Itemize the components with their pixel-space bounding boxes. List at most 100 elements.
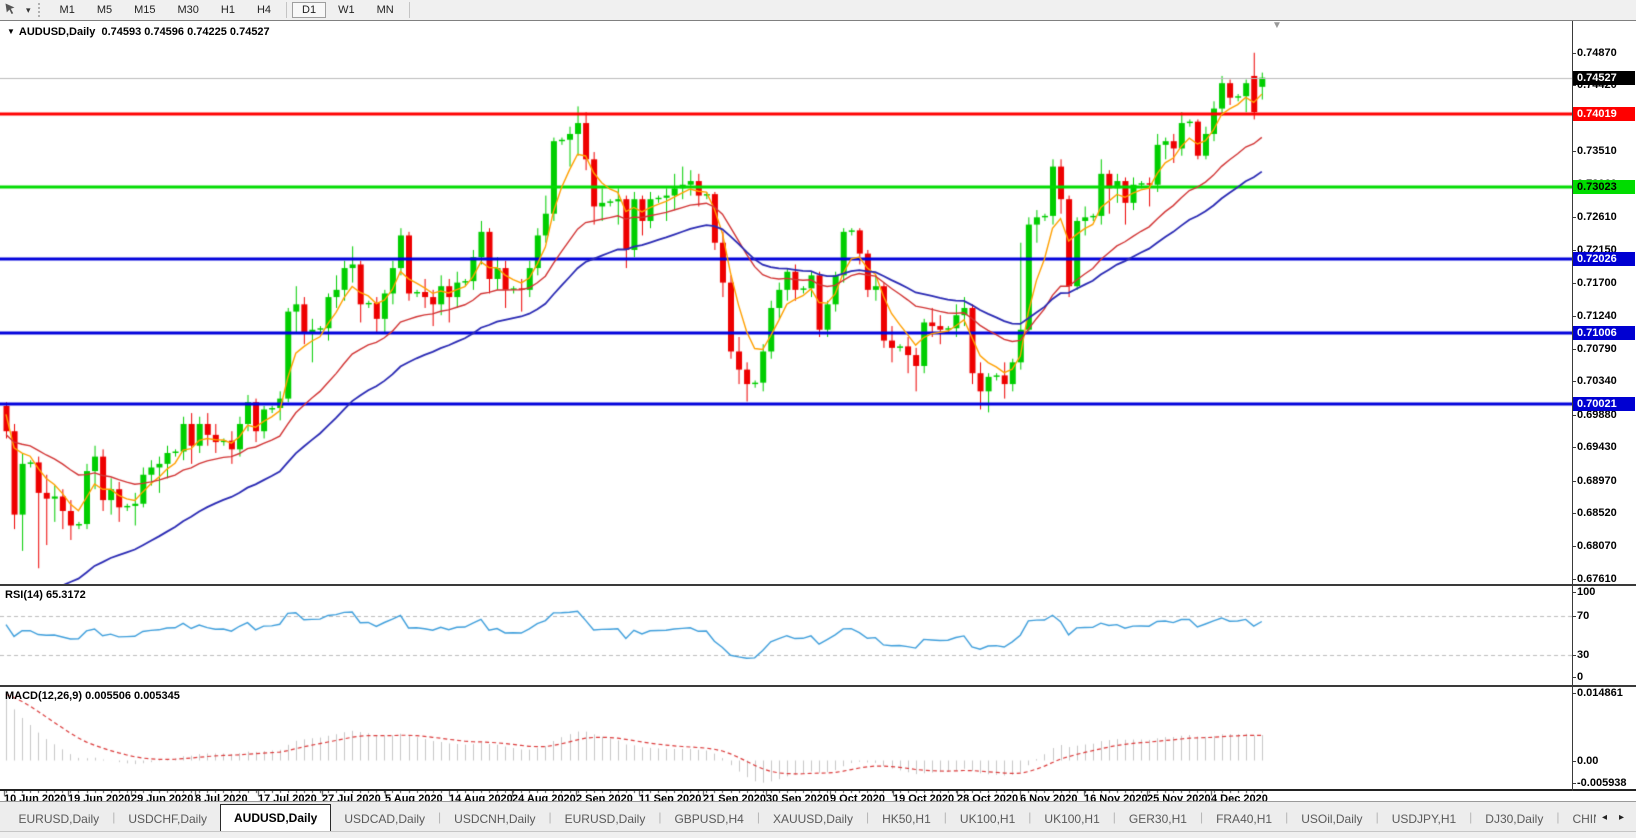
timeframe-button-w1[interactable]: W1: [338, 4, 355, 16]
macd-label: MACD(12,26,9) 0.005506 0.005345: [5, 690, 180, 702]
tab-separator: |: [1028, 810, 1032, 824]
timeframe-button-m5[interactable]: M5: [96, 4, 113, 16]
rsi-label: RSI(14) 65.3172: [5, 589, 86, 601]
support-line-badge: 0.72026: [1573, 252, 1635, 266]
axis-tick-mark: [1572, 85, 1576, 86]
timeframe-button-m30[interactable]: M30: [177, 4, 199, 16]
tab-separator: |: [1556, 810, 1560, 824]
price-tick-label: 0.67610: [1577, 573, 1617, 585]
tab-separator: |: [112, 810, 116, 824]
timeframe-button-h4[interactable]: H4: [256, 4, 272, 16]
timeframe-button-d1[interactable]: D1: [292, 2, 327, 18]
rsi-indicator-panel[interactable]: [0, 587, 1572, 684]
tab-separator: |: [548, 810, 552, 824]
toolbar-separator: [408, 2, 410, 18]
axis-tick-mark: [1572, 250, 1576, 251]
axis-tick-mark: [1572, 151, 1576, 152]
chevron-down-icon: ▾: [26, 4, 31, 15]
axis-tick-mark: [1572, 546, 1576, 547]
axis-tick-mark: [1572, 783, 1576, 784]
tab-separator: |: [943, 810, 947, 824]
panel-separator[interactable]: [0, 685, 1636, 687]
axis-tick-mark: [1572, 579, 1576, 580]
tab-separator: |: [756, 810, 760, 824]
axis-tick-mark: [1572, 447, 1576, 448]
timeframe-button-m1[interactable]: M1: [59, 4, 75, 16]
price-tick-label: 0.69430: [1577, 441, 1617, 453]
panel-separator[interactable]: [0, 584, 1636, 586]
tab-scroll-right-icon[interactable]: ▸: [1618, 811, 1624, 823]
chart-symbol-header: ▼ AUDUSD,Daily 0.74593 0.74596 0.74225 0.…: [7, 26, 270, 38]
axis-tick-mark: [1572, 481, 1576, 482]
axis-tick-mark: [1572, 283, 1576, 284]
axis-tick-mark: [1572, 415, 1576, 416]
support-line-badge: 0.71006: [1573, 326, 1635, 340]
price-tick-label: 0.74870: [1577, 47, 1617, 59]
chart-tab-eurusd-daily[interactable]: EURUSD,Daily: [564, 812, 646, 826]
current-price-badge: 0.74527: [1573, 71, 1635, 85]
timeframe-button-m15[interactable]: M15: [134, 4, 156, 16]
macd-tick-label: -0.005938: [1577, 777, 1627, 789]
chart-window: ▼ AUDUSD,Daily 0.74593 0.74596 0.74225 0.…: [0, 20, 1636, 805]
status-strip: [0, 831, 1636, 838]
tab-scroll-left-icon[interactable]: ◂: [1601, 811, 1607, 823]
tab-separator: |: [438, 810, 442, 824]
axis-tick-mark: [1572, 761, 1576, 762]
timeframe-button-mn[interactable]: MN: [376, 4, 394, 16]
chart-tab-gbpusd-h4[interactable]: GBPUSD,H4: [674, 812, 744, 826]
price-tick-label: 0.69880: [1577, 409, 1617, 421]
support-line-badge: 0.73023: [1573, 180, 1635, 194]
time-axis-ticks: [0, 791, 1636, 802]
price-tick-label: 0.71240: [1577, 310, 1617, 322]
chart-tab-usdcnh-daily[interactable]: USDCNH,Daily: [454, 812, 536, 826]
rsi-tick-label: 100: [1577, 586, 1596, 598]
chart-tab-usdchf-daily[interactable]: USDCHF,Daily: [128, 812, 207, 826]
ohlc-values: 0.74593 0.74596 0.74225 0.74527: [101, 26, 270, 38]
axis-tick-mark: [1572, 53, 1576, 54]
chart-tab-hk50-h1[interactable]: HK50,H1: [882, 812, 931, 826]
price-tick-label: 0.68520: [1577, 507, 1617, 519]
chart-tab-ger30-h1[interactable]: GER30,H1: [1128, 812, 1187, 826]
chart-tab-uk100-h1[interactable]: UK100,H1: [959, 812, 1016, 826]
chart-tab-xauusd-daily[interactable]: XAUUSD,Daily: [772, 812, 853, 826]
axis-tick-mark: [1572, 349, 1576, 350]
axis-tick-mark: [1572, 592, 1576, 593]
timeframe-button-h1[interactable]: H1: [220, 4, 235, 16]
chart-tab-dj30-daily[interactable]: DJ30,Daily: [1485, 812, 1544, 826]
tab-separator: |: [658, 810, 662, 824]
cursor-tool-button[interactable]: [0, 1, 21, 19]
tab-separator: |: [1375, 810, 1379, 824]
symbol-dropdown-icon: ▼: [7, 27, 15, 36]
main-price-chart[interactable]: [0, 22, 1572, 584]
support-line-badge: 0.70021: [1573, 397, 1635, 411]
axis-tick-mark: [1572, 616, 1576, 617]
chart-shift-marker[interactable]: ▼: [1272, 20, 1282, 31]
chart-tab-usdjpy-h1[interactable]: USDJPY,H1: [1391, 812, 1457, 826]
tab-separator: |: [1112, 810, 1116, 824]
chart-tab-eurusd-daily[interactable]: EURUSD,Daily: [18, 812, 100, 826]
price-tick-label: 0.72610: [1577, 211, 1617, 223]
chart-tab-audusd-daily[interactable]: AUDUSD,Daily: [220, 804, 332, 832]
macd-tick-label: 0.00: [1577, 755, 1599, 767]
axis-tick-mark: [1572, 655, 1576, 656]
chart-tab-china300-h1[interactable]: CHINA300,H1: [1572, 812, 1595, 826]
resistance-line-badge: 0.74019: [1573, 107, 1635, 121]
macd-indicator-panel[interactable]: [0, 687, 1572, 789]
tab-separator: |: [865, 810, 870, 824]
rsi-tick-label: 30: [1577, 649, 1590, 661]
toolbar-grip-handle[interactable]: [37, 3, 45, 17]
axis-tick-mark: [1572, 693, 1576, 694]
chart-tab-usdcad-daily[interactable]: USDCAD,Daily: [344, 812, 426, 826]
toolbar: ▾ M1 M5 M15 M30 H1 H4 D1 W1 MN: [0, 0, 1636, 21]
cursor-tool-dropdown[interactable]: ▾: [21, 1, 36, 19]
chart-tab-usoil-daily[interactable]: USOil,Daily: [1301, 812, 1363, 826]
tab-separator: |: [1469, 810, 1473, 824]
price-axis-border: [1572, 21, 1573, 791]
rsi-tick-label: 70: [1577, 610, 1590, 622]
price-tick-label: 0.68070: [1577, 540, 1617, 552]
symbol-label: AUDUSD,Daily: [18, 26, 96, 38]
chart-tab-uk100-h1[interactable]: UK100,H1: [1044, 812, 1100, 826]
chart-tab-fra40-h1[interactable]: FRA40,H1: [1216, 812, 1273, 826]
timeframe-button-group: M1 M5 M15 M30 H1 H4 D1 W1 MN: [49, 2, 414, 18]
